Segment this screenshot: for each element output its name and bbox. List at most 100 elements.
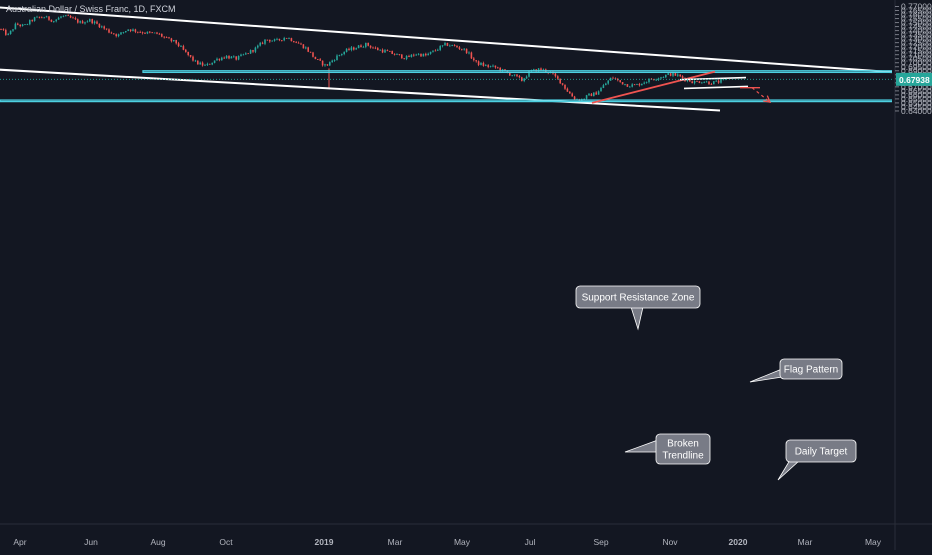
candle-body	[629, 86, 631, 88]
candle-body	[2, 29, 5, 31]
candle-body	[288, 38, 290, 39]
daily-target-zone[interactable]	[0, 99, 895, 103]
price-tick-label: 0.69000	[901, 66, 932, 76]
candle-body	[365, 42, 367, 47]
candle	[254, 46, 257, 54]
candle-body	[204, 64, 206, 66]
candle	[554, 72, 557, 78]
candle	[209, 63, 211, 65]
lower-channel-line[interactable]	[0, 68, 721, 112]
candle-body	[513, 74, 516, 76]
candle	[636, 83, 638, 86]
candle-body	[41, 17, 43, 19]
candle	[137, 31, 139, 34]
candle-body	[9, 30, 12, 34]
candle	[221, 56, 223, 61]
candle	[319, 58, 321, 61]
candle	[146, 31, 149, 35]
candle-body	[321, 60, 324, 66]
candle-body	[300, 43, 302, 45]
candle	[523, 77, 525, 83]
candle-body	[715, 80, 717, 82]
candle	[60, 15, 62, 19]
candle	[216, 57, 218, 61]
candle-body	[69, 15, 72, 18]
candle	[96, 20, 98, 25]
broken-trendline[interactable]	[591, 70, 716, 104]
support-resistance-zone[interactable]	[142, 70, 895, 74]
candle	[31, 19, 33, 23]
candle	[365, 42, 367, 49]
candle-body	[199, 62, 201, 65]
candle-body	[492, 65, 494, 67]
candle	[185, 48, 187, 53]
candle	[170, 37, 173, 43]
candle	[314, 56, 317, 60]
candle-body	[645, 82, 648, 83]
candle-body	[261, 42, 264, 44]
candle-body	[590, 93, 593, 97]
candle	[225, 55, 228, 59]
candle	[451, 44, 453, 47]
callout-support-resistance[interactable]: Support Resistance Zone	[575, 285, 701, 331]
candle	[415, 53, 417, 56]
candle	[50, 19, 53, 23]
price-tick-label: 0.67000	[901, 82, 932, 92]
candle	[144, 31, 146, 34]
target-arrow[interactable]	[751, 87, 771, 103]
candle-body	[398, 53, 401, 55]
candles	[0, 14, 727, 103]
candle-body	[357, 45, 360, 49]
candle-body	[117, 34, 120, 37]
candle	[540, 67, 542, 71]
candle	[408, 54, 410, 58]
candle-body	[458, 47, 461, 49]
candle	[629, 85, 631, 88]
candle-body	[725, 79, 727, 81]
candle-body	[158, 33, 161, 35]
candle-body	[720, 79, 722, 83]
candle-body	[350, 47, 353, 50]
callout-daily-target[interactable]: Daily Target	[777, 439, 857, 481]
candle	[573, 95, 576, 100]
candle	[420, 53, 422, 57]
candle	[725, 79, 727, 81]
candle	[458, 45, 461, 50]
candle-body	[206, 63, 209, 65]
candle-body	[571, 93, 573, 97]
candle	[103, 25, 105, 30]
candle	[5, 28, 7, 36]
candle-body	[362, 46, 365, 48]
candle-body	[257, 45, 259, 48]
candle	[45, 15, 48, 18]
candle-body	[91, 19, 93, 24]
candle	[149, 31, 151, 34]
candle	[389, 50, 391, 52]
price-tick-label: 0.72500	[901, 38, 932, 48]
candle	[590, 93, 593, 97]
upper-channel-line[interactable]	[0, 6, 895, 74]
candle	[84, 21, 86, 25]
candle	[204, 63, 206, 66]
candle	[617, 77, 619, 82]
candle-body	[173, 40, 175, 42]
candle	[679, 74, 681, 78]
candle	[693, 80, 696, 85]
candle-body	[523, 78, 525, 81]
candle	[417, 53, 420, 56]
candle	[477, 60, 480, 67]
flag-lower-line[interactable]	[683, 85, 749, 90]
candle	[516, 74, 518, 78]
candle-body	[333, 60, 336, 61]
candle-body	[146, 31, 149, 34]
candle-body	[254, 47, 257, 52]
candle	[276, 37, 278, 41]
price-tick-label: 0.73000	[901, 34, 932, 44]
candle	[245, 52, 247, 55]
candle	[161, 33, 163, 38]
callout-flag-pattern[interactable]: Flag Pattern	[749, 358, 843, 383]
candle	[677, 73, 679, 77]
